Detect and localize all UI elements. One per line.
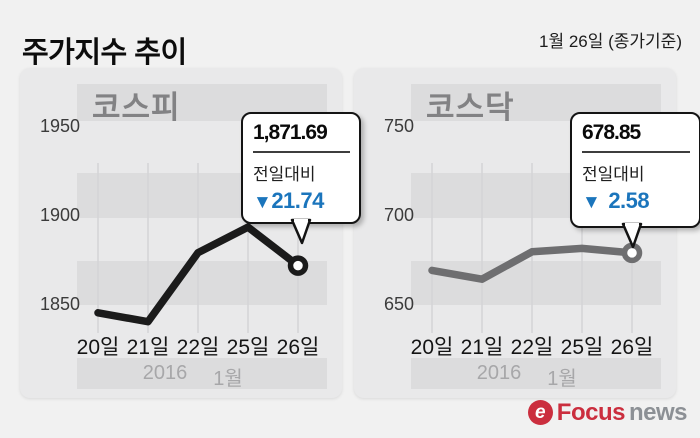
- x-axis-label: 21일: [460, 336, 504, 359]
- kospi-callout: 1,871.69 전일대비 ▼21.74: [241, 112, 361, 245]
- brand-name-news: news: [628, 399, 688, 426]
- x-axis-label: 26일: [276, 336, 320, 359]
- change-amount: 2.58: [608, 188, 650, 213]
- date-note: 1월 26일 (종가기준): [539, 32, 682, 51]
- x-axis-label: 20일: [410, 336, 454, 359]
- focus-news-logo-icon: e: [527, 400, 553, 425]
- down-triangle-icon: ▼: [253, 192, 272, 213]
- x-axis-label: 25일: [226, 336, 270, 359]
- callout-value: 1,871.69: [253, 121, 328, 144]
- down-triangle-icon: ▼: [582, 192, 601, 213]
- x-axis-label: 22일: [510, 336, 554, 359]
- callout-change: ▼ 2.58: [582, 188, 690, 214]
- period-band: 2016 1월: [411, 358, 661, 390]
- period-year: 2016: [142, 362, 188, 384]
- x-axis-label: 22일: [176, 336, 220, 359]
- period-year: 2016: [476, 362, 522, 384]
- chart-panel-kospi: 코스피 1950 1900 1850 20일 21일 22일 25일 26일 2…: [20, 68, 361, 398]
- callout-change: ▼21.74: [253, 188, 350, 214]
- period-month: 1월: [213, 368, 243, 390]
- x-axis-label: 20일: [76, 336, 120, 359]
- y-axis-tick: 1900: [39, 205, 80, 225]
- period-month: 1월: [547, 368, 577, 390]
- brand-logo: e Focus news: [527, 399, 688, 426]
- x-axis-label: 25일: [560, 336, 604, 359]
- kosdaq-callout: 678.85 전일대비 ▼ 2.58: [570, 112, 700, 249]
- y-axis-tick: 650: [383, 294, 414, 314]
- callout-divider: [253, 151, 350, 153]
- callout-divider: [582, 151, 690, 153]
- chart-title-kosdaq: 코스닥: [426, 90, 515, 125]
- background-stripe: [77, 261, 327, 305]
- page-title: 주가지수 추이: [22, 37, 187, 70]
- callout-tail: [621, 222, 643, 249]
- callout-label: 전일대비: [253, 165, 316, 184]
- callout-value: 678.85: [582, 121, 641, 144]
- y-axis-tick: 1850: [39, 294, 80, 314]
- callout-label: 전일대비: [582, 165, 645, 184]
- y-axis-tick: 700: [383, 205, 414, 225]
- change-amount: 21.74: [271, 188, 324, 213]
- y-axis-tick: 1950: [39, 116, 80, 136]
- y-axis-tick: 750: [383, 116, 414, 136]
- chart-title-kospi: 코스피: [92, 90, 181, 125]
- callout-tail: [290, 218, 312, 245]
- brand-name-focus: Focus: [556, 399, 626, 426]
- chart-panel-kosdaq: 코스닥 750 700 650 20일 21일 22일 25일 26일 2016…: [354, 68, 700, 398]
- period-band: 2016 1월: [77, 358, 327, 390]
- background-stripe: [411, 261, 661, 305]
- x-axis-label: 21일: [126, 336, 170, 359]
- x-axis-label: 26일: [610, 336, 654, 359]
